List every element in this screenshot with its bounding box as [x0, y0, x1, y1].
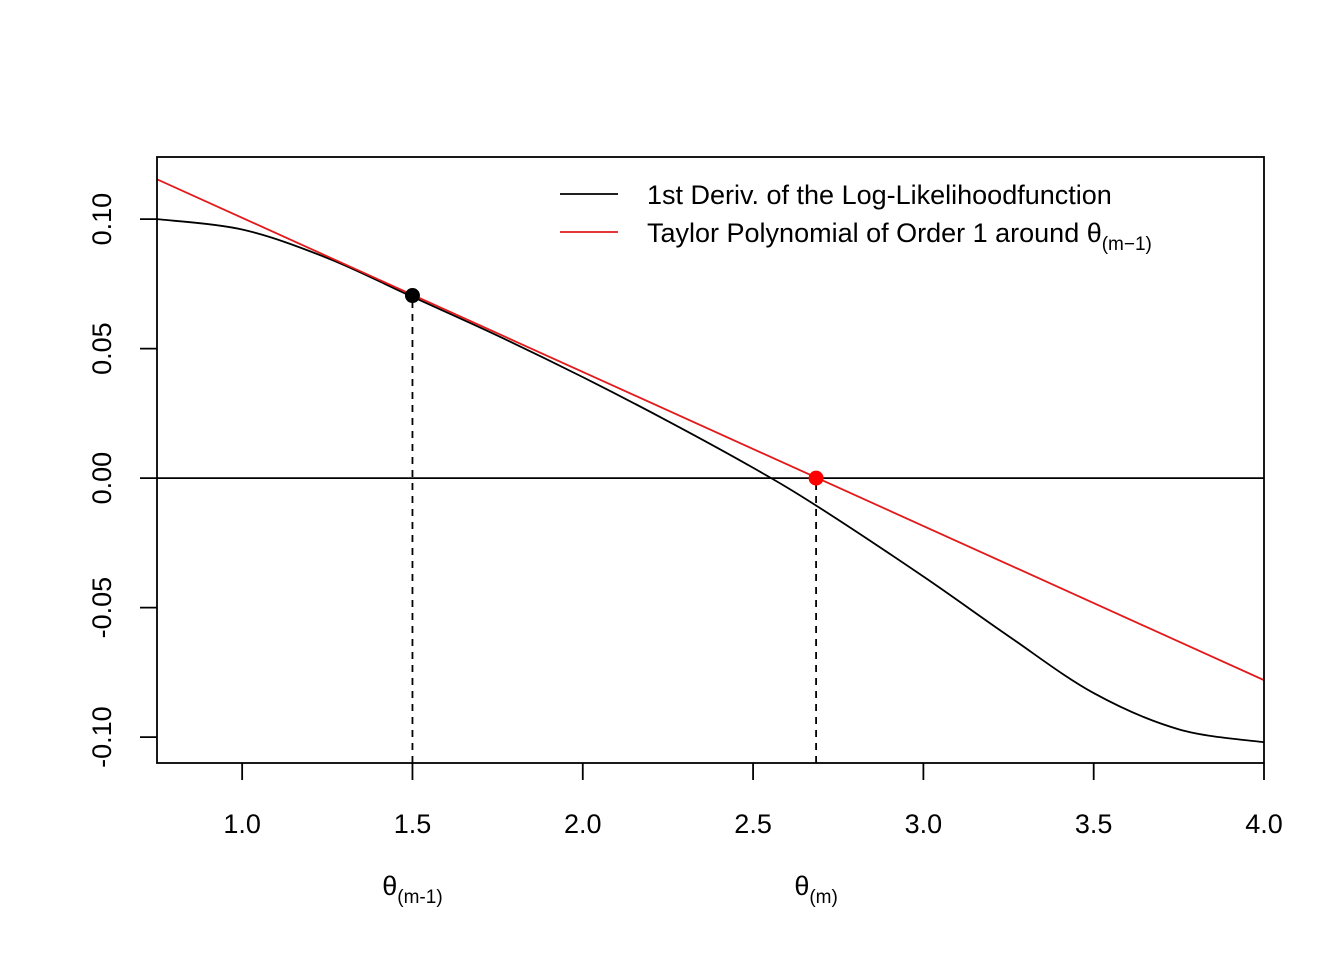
legend-subscript-1: (m−1)	[1102, 234, 1152, 255]
theta-label-1: θ(m)	[794, 871, 838, 908]
x-tick-label-1: 1.5	[394, 809, 432, 839]
x-axis: 1.0 1.5 2.0 2.5 3.0 3.5 4.0	[223, 763, 1283, 839]
x-tick-label-0: 1.0	[223, 809, 261, 839]
x-tick-label-2: 2.0	[564, 809, 602, 839]
plot-inner	[157, 178, 1264, 763]
point-1	[808, 470, 824, 486]
legend-text-0: 1st Deriv. of the Log-Likelihoodfunction	[647, 180, 1112, 210]
theta-subscript-0: (m-1)	[397, 887, 442, 908]
series-line-0	[157, 218, 1264, 744]
legend: 1st Deriv. of the Log-Likelihoodfunction…	[560, 180, 1152, 255]
theta-annotations: θ(m-1) θ(m)	[382, 871, 838, 908]
theta-symbol-0: θ	[382, 871, 397, 901]
x-tick-label-5: 3.5	[1075, 809, 1113, 839]
y-tick-label-3: -0.05	[87, 577, 117, 639]
plot-area	[156, 156, 1265, 764]
legend-label-1: Taylor Polynomial of Order 1 around θ(m−…	[647, 218, 1152, 255]
legend-label-0: 1st Deriv. of the Log-Likelihoodfunction	[647, 180, 1112, 210]
theta-subscript-1: (m)	[809, 887, 837, 908]
x-tick-label-6: 4.0	[1245, 809, 1283, 839]
y-tick-label-4: -0.10	[87, 706, 117, 768]
x-tick-label-4: 3.0	[905, 809, 943, 839]
theta-symbol-1: θ	[794, 871, 809, 901]
y-tick-label-0: 0.10	[87, 193, 117, 246]
theta-label-0: θ(m-1)	[382, 871, 442, 908]
x-tick-label-3: 2.5	[734, 809, 772, 839]
plot-box	[156, 156, 1265, 764]
y-axis: 0.10 0.05 0.00 -0.05 -0.10	[87, 193, 157, 768]
y-tick-label-1: 0.05	[87, 322, 117, 375]
point-0	[404, 288, 420, 304]
series-line-1	[157, 178, 1264, 681]
y-tick-label-2: 0.00	[87, 452, 117, 505]
legend-text-1: Taylor Polynomial of Order 1 around θ	[647, 218, 1102, 248]
